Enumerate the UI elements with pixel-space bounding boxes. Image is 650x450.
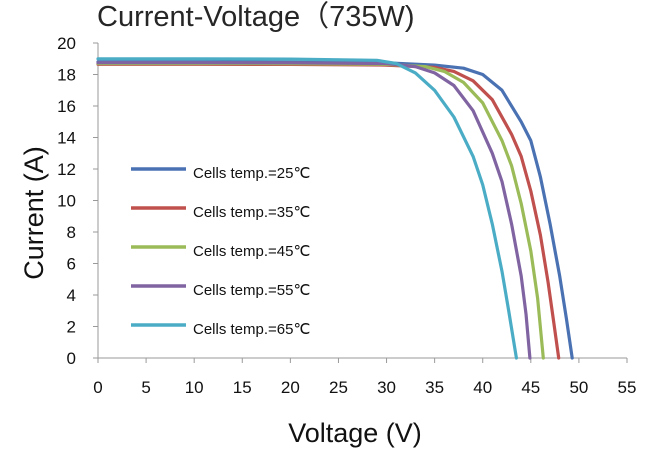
x-tick-label: 45 [521,378,540,397]
legend-label: Cells temp.=45℃ [193,243,310,260]
x-tick-label: 15 [233,378,252,397]
legend-label: Cells temp.=35℃ [193,204,310,221]
legend-label: Cells temp.=55℃ [193,282,310,299]
series-line-5 [96,57,518,360]
x-tick-label: 40 [473,378,492,397]
y-tick-label: 4 [67,286,76,305]
x-tick-label: 50 [569,378,588,397]
x-tick-label: 30 [377,378,396,397]
x-tick-label: 10 [185,378,204,397]
x-tick-label: 0 [93,378,102,397]
series-line-1 [96,60,574,360]
y-tick-label: 0 [67,349,76,368]
x-axis-title: Voltage (V) [288,418,422,448]
y-axis-title: Current (A) [19,146,49,280]
x-tick-label: 35 [425,378,444,397]
series-line-4 [96,61,532,360]
y-tick-label: 16 [57,97,76,116]
y-tick-label: 6 [67,255,76,274]
x-tick-label: 55 [618,378,637,397]
y-tick-label: 10 [57,192,76,211]
legend-label: Cells temp.=25℃ [193,165,310,182]
legend-label: Cells temp.=65℃ [193,321,310,338]
chart-title: Current-Voltage（735W) [97,1,415,33]
legend: Cells temp.=25℃ Cells temp.=35℃ Cells temp… [131,165,310,338]
y-tick-label: 2 [67,318,76,337]
x-tick-label: 5 [141,378,150,397]
series-line-3 [96,61,545,360]
x-tick-label: 25 [329,378,348,397]
y-tick-label: 14 [57,129,76,148]
y-tick-label: 12 [57,160,76,179]
y-tick-label: 20 [57,34,76,53]
y-tick-label: 8 [67,223,76,242]
y-tick-label: 18 [57,66,76,85]
plot-area: 0 2 4 6 8 10 12 14 16 18 20 0 5 10 15 20 25 30 35 40 45 50 55 C… [57,34,636,397]
x-tick-label: 20 [281,378,300,397]
